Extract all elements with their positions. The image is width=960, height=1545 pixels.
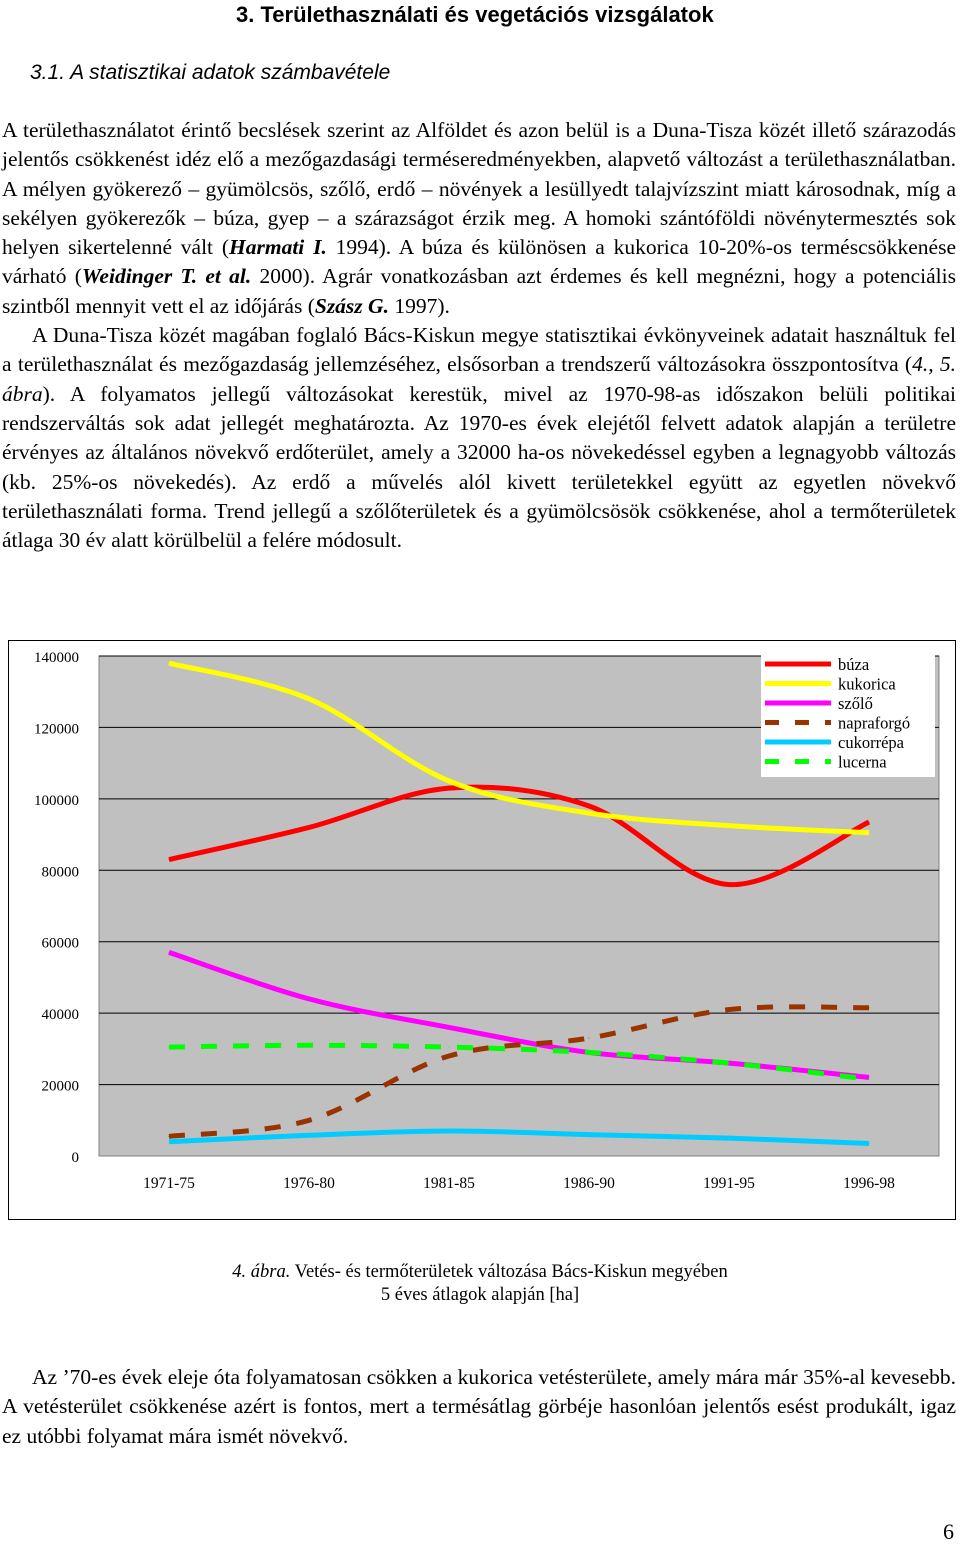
y-tick-label: 60000 xyxy=(42,936,80,952)
y-tick-label: 140000 xyxy=(34,650,79,666)
data-point xyxy=(868,832,870,834)
series-line xyxy=(168,1004,870,1139)
data-point xyxy=(728,1009,730,1011)
data-point xyxy=(168,859,170,861)
data-point xyxy=(448,1055,450,1057)
data-point xyxy=(308,1134,310,1136)
data-point xyxy=(308,698,310,700)
legend-label: szőlő xyxy=(838,694,873,713)
page-number: 6 xyxy=(943,1519,954,1544)
paragraph-2: A Duna-Tisza közét magában foglaló Bács-… xyxy=(2,323,957,553)
data-point xyxy=(448,780,450,782)
legend-label: cukorrépa xyxy=(838,733,905,752)
data-point xyxy=(448,787,450,789)
x-tick-label: 1976-80 xyxy=(283,1175,335,1192)
subsection-heading: 3.1. A statisztikai adatok számbavétele xyxy=(30,61,391,84)
y-tick-label: 40000 xyxy=(42,1007,80,1023)
x-tick-label: 1996-98 xyxy=(843,1175,895,1192)
y-tick-label: 120000 xyxy=(34,721,79,737)
y-tick-label: 20000 xyxy=(42,1079,80,1095)
data-point xyxy=(728,825,730,827)
figure-label: 4. ábra. xyxy=(232,1262,291,1282)
data-point xyxy=(588,1134,590,1136)
citation: Szász G. xyxy=(314,293,389,318)
data-point xyxy=(308,998,310,1000)
series-line xyxy=(168,1042,870,1082)
legend-label: kukorica xyxy=(838,675,896,694)
chart-container: 0 20000 40000 60000 80000 100000 120000 140000 1… xyxy=(8,640,956,1220)
x-tick-label: 1981-85 xyxy=(423,1175,475,1192)
x-tick-label: 1971-75 xyxy=(143,1175,195,1192)
y-tick-label: 0 xyxy=(72,1150,80,1166)
x-tick-label: 1991-95 xyxy=(703,1175,755,1192)
figure-caption: 4. ábra. Vetés- és termőterületek változ… xyxy=(232,1262,728,1282)
paragraph-3: Az ’70-es évek eleje óta folyamatosan cs… xyxy=(2,1365,956,1448)
series-line xyxy=(168,1128,870,1146)
legend-label: napraforgó xyxy=(838,714,910,733)
figure-reference: 4., 5. ábra xyxy=(2,352,957,406)
y-tick-label: 100000 xyxy=(34,793,79,809)
y-tick-label: 80000 xyxy=(42,864,80,880)
data-point xyxy=(448,1046,450,1048)
citation: Harmati I. xyxy=(229,235,327,260)
body-text-2: Az ’70-es évek eleje óta folyamatosan cs… xyxy=(2,1363,956,1451)
paragraph-1: A területhasználatot érintő becslések sz… xyxy=(2,118,956,318)
data-point xyxy=(868,1007,870,1009)
data-point xyxy=(588,805,590,807)
series-line xyxy=(168,950,870,1080)
data-point xyxy=(728,884,730,886)
section-heading: 3. Területhasználati és vegetációs vizsg… xyxy=(236,2,714,27)
citation: Weidinger T. et al. xyxy=(81,264,252,289)
data-point xyxy=(168,951,170,953)
data-point xyxy=(588,1051,590,1053)
data-point xyxy=(168,662,170,664)
legend-label: lucerna xyxy=(838,753,887,772)
data-point xyxy=(308,1119,310,1121)
data-point xyxy=(448,1026,450,1028)
series-line xyxy=(168,660,870,836)
line-chart: 0 20000 40000 60000 80000 100000 120000 140000 1… xyxy=(34,649,940,1192)
legend-box xyxy=(761,649,935,777)
data-point xyxy=(868,821,870,823)
data-point xyxy=(588,1037,590,1039)
data-point xyxy=(588,812,590,814)
data-point xyxy=(728,1137,730,1139)
data-point xyxy=(308,1044,310,1046)
data-point xyxy=(168,1046,170,1048)
data-point xyxy=(448,1130,450,1132)
x-tick-label: 1986-90 xyxy=(563,1175,615,1192)
series-line xyxy=(168,784,871,888)
data-point xyxy=(168,1135,170,1137)
data-point xyxy=(868,1143,870,1144)
data-point xyxy=(308,826,310,828)
figure-caption-line-2: 5 éves átlagok alapján [ha] xyxy=(380,1285,580,1305)
legend-label: búza xyxy=(838,655,870,674)
data-point xyxy=(868,1076,870,1078)
data-point xyxy=(868,1078,870,1080)
body-text: A területhasználatot érintő becslések sz… xyxy=(2,116,956,555)
data-point xyxy=(728,1062,730,1064)
data-point xyxy=(168,1141,170,1143)
